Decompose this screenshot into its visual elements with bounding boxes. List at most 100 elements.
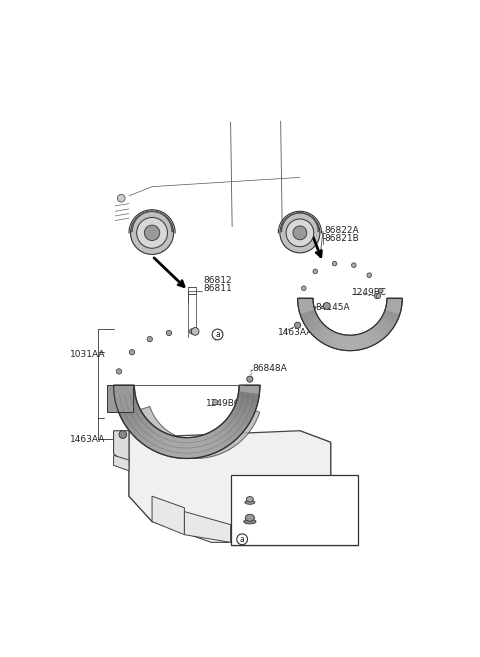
Circle shape <box>129 350 135 355</box>
Circle shape <box>376 294 381 298</box>
Polygon shape <box>330 332 338 348</box>
Polygon shape <box>135 422 152 440</box>
Polygon shape <box>217 427 231 445</box>
Polygon shape <box>225 420 242 436</box>
Polygon shape <box>306 318 320 328</box>
Ellipse shape <box>245 514 254 521</box>
Polygon shape <box>383 313 398 322</box>
Polygon shape <box>129 431 152 522</box>
Polygon shape <box>222 422 238 440</box>
Circle shape <box>147 336 153 342</box>
Polygon shape <box>120 407 140 419</box>
Circle shape <box>166 330 172 336</box>
Circle shape <box>190 328 195 334</box>
Circle shape <box>293 226 307 240</box>
Polygon shape <box>309 321 322 333</box>
Polygon shape <box>132 407 260 459</box>
Polygon shape <box>114 455 129 471</box>
Polygon shape <box>346 335 349 351</box>
Polygon shape <box>378 321 391 333</box>
Polygon shape <box>232 409 252 421</box>
Polygon shape <box>328 332 336 347</box>
Polygon shape <box>341 334 345 350</box>
Text: 84145A: 84145A <box>315 303 350 312</box>
Polygon shape <box>384 311 399 319</box>
Circle shape <box>286 219 314 246</box>
Polygon shape <box>223 421 240 438</box>
Polygon shape <box>171 436 178 457</box>
Polygon shape <box>152 496 184 535</box>
Polygon shape <box>348 335 351 351</box>
Polygon shape <box>351 335 354 351</box>
Polygon shape <box>117 401 138 411</box>
Polygon shape <box>119 405 139 417</box>
Polygon shape <box>367 330 377 344</box>
Polygon shape <box>329 504 335 527</box>
Polygon shape <box>132 420 149 436</box>
Polygon shape <box>128 417 146 431</box>
Polygon shape <box>190 438 194 459</box>
Polygon shape <box>147 429 160 448</box>
Polygon shape <box>115 396 136 403</box>
Polygon shape <box>300 431 331 543</box>
Circle shape <box>378 288 383 293</box>
Circle shape <box>301 286 306 290</box>
Polygon shape <box>152 496 331 543</box>
Polygon shape <box>301 311 316 319</box>
Polygon shape <box>362 332 370 348</box>
Ellipse shape <box>244 519 256 524</box>
Text: 86822A: 86822A <box>324 226 359 235</box>
Polygon shape <box>233 407 253 419</box>
Circle shape <box>332 261 337 266</box>
Polygon shape <box>316 327 328 340</box>
Polygon shape <box>140 426 155 443</box>
Ellipse shape <box>246 497 253 502</box>
Polygon shape <box>185 438 188 459</box>
Text: 1042AA: 1042AA <box>259 496 294 505</box>
Polygon shape <box>177 437 181 458</box>
Polygon shape <box>382 315 396 325</box>
Polygon shape <box>238 394 259 399</box>
Polygon shape <box>231 411 250 424</box>
Circle shape <box>144 225 160 240</box>
Text: 86811: 86811 <box>204 284 232 293</box>
Polygon shape <box>360 333 367 349</box>
Polygon shape <box>237 399 257 408</box>
Polygon shape <box>380 318 394 328</box>
Polygon shape <box>384 309 400 317</box>
Polygon shape <box>129 431 331 543</box>
Polygon shape <box>353 335 357 350</box>
Polygon shape <box>325 331 335 346</box>
Polygon shape <box>196 436 203 457</box>
Polygon shape <box>372 327 384 340</box>
Text: 1031AA: 1031AA <box>71 350 106 359</box>
Polygon shape <box>157 433 168 453</box>
Text: 86812: 86812 <box>204 276 232 285</box>
Circle shape <box>280 213 320 253</box>
Polygon shape <box>355 334 360 350</box>
Polygon shape <box>379 320 393 331</box>
Bar <box>230 476 358 545</box>
Polygon shape <box>174 437 180 458</box>
Polygon shape <box>314 325 326 338</box>
Polygon shape <box>366 331 374 346</box>
Text: 1043EA: 1043EA <box>259 516 294 524</box>
Polygon shape <box>302 313 317 322</box>
Polygon shape <box>212 430 224 449</box>
Polygon shape <box>304 317 319 327</box>
Polygon shape <box>115 394 135 399</box>
Text: 1249BC: 1249BC <box>352 288 387 298</box>
Polygon shape <box>338 334 343 350</box>
Polygon shape <box>126 415 144 429</box>
Text: a: a <box>240 535 244 544</box>
Polygon shape <box>200 436 208 456</box>
Circle shape <box>137 217 168 248</box>
Polygon shape <box>116 399 137 408</box>
Polygon shape <box>180 438 183 459</box>
Polygon shape <box>142 427 156 445</box>
Polygon shape <box>123 411 142 424</box>
Polygon shape <box>114 431 129 465</box>
Circle shape <box>247 376 253 382</box>
Polygon shape <box>220 424 236 442</box>
Polygon shape <box>323 330 333 344</box>
